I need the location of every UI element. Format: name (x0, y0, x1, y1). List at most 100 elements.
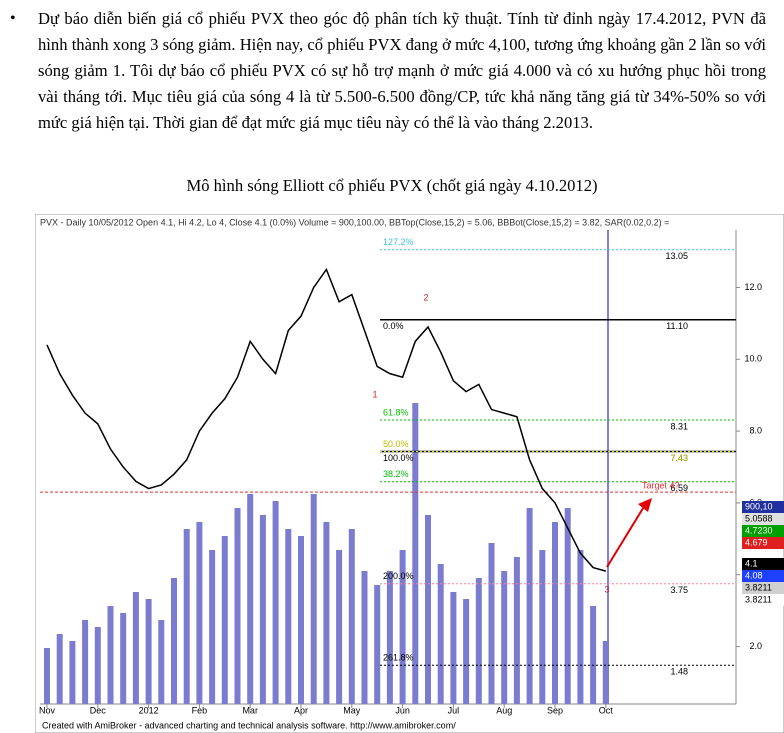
x-tick-label: Mar (242, 705, 258, 715)
fib-ratio: 200.0% (383, 571, 414, 581)
bullet: • (10, 10, 16, 27)
volume-bar (513, 557, 520, 704)
value-box-label: 3.8211 (745, 582, 772, 592)
wave-label: 2 (423, 292, 428, 302)
x-tick-label: May (343, 705, 361, 715)
x-tick-label: Jul (448, 705, 460, 715)
value-box-label: 4.08 (745, 570, 763, 580)
volume-bar (56, 634, 63, 704)
price-line (46, 267, 607, 572)
volume-bar (501, 571, 508, 704)
y-tick-label: 12.0 (744, 282, 762, 292)
arrow (606, 504, 646, 568)
x-tick-label: Sep (547, 705, 563, 715)
fib-value: 13.05 (665, 251, 688, 261)
chart-header: PVX - Daily 10/05/2012 Open 4.1, Hi 4.2,… (40, 217, 669, 227)
y-tick-label: 8.0 (749, 425, 762, 435)
value-box (742, 594, 784, 606)
x-tick-label: Aug (496, 705, 512, 715)
fib-ratio: 127.2% (383, 237, 414, 247)
volume-bar (145, 599, 152, 704)
volume-bar (234, 508, 241, 704)
volume-bar (425, 515, 431, 704)
fib-ratio: 100.0% (383, 453, 414, 463)
volume-bar (259, 515, 266, 704)
volume-bar (602, 641, 609, 704)
target-label: Target 4? (642, 481, 680, 491)
volume-bar (488, 543, 495, 704)
volume-bar (209, 550, 216, 704)
fib-value: 6.59 (670, 483, 688, 493)
volume-bar (196, 522, 203, 704)
y-tick-label: 10.0 (744, 354, 762, 364)
volume-bar (183, 529, 190, 704)
volume-bar (450, 592, 457, 704)
fib-ratio: 38.2% (383, 469, 409, 479)
volume-bar (44, 648, 50, 704)
caption: Mô hình sóng Elliott cổ phiếu PVX (chốt … (186, 176, 598, 195)
value-box-label: 3.8211 (745, 594, 772, 604)
volume-bar (386, 571, 393, 704)
fib-value: 11.10 (666, 321, 688, 331)
volume-bar (132, 592, 139, 704)
x-tick-label: Dec (90, 705, 107, 715)
value-box-label: 4.1 (745, 558, 758, 568)
volume-bar (336, 550, 343, 704)
x-tick-label: Nov (39, 705, 56, 715)
volume-bar (310, 494, 317, 704)
volume-bar (437, 564, 444, 704)
value-box-label: 5.0588 (745, 513, 773, 523)
fib-ratio: 50.0% (383, 439, 409, 449)
volume-bar (577, 550, 584, 704)
volume-bar (323, 522, 330, 704)
arrow-head (638, 498, 652, 512)
volume-bar (361, 571, 368, 704)
x-tick-label: Oct (599, 705, 614, 715)
fib-value: 7.43 (670, 453, 688, 463)
x-tick-label: Jun (395, 705, 410, 715)
fib-ratio: 261.8% (383, 653, 414, 663)
value-box-label: 4.7230 (745, 525, 773, 535)
value-box (742, 570, 784, 582)
volume-bar (247, 494, 254, 704)
fib-value: 7.43 (670, 453, 688, 463)
volume-bar (475, 578, 482, 704)
volume-bar (171, 578, 177, 704)
volume-bar (463, 599, 470, 704)
value-box (742, 558, 784, 570)
fib-ratio: 61.8% (383, 407, 409, 417)
fib-ratio: 0.0% (383, 321, 404, 331)
x-tick-label: Apr (294, 705, 308, 715)
volume-bar (82, 620, 89, 704)
value-box-label: 900,10 (745, 501, 773, 511)
volume-bar (526, 508, 533, 704)
footer: Created with AmiBroker - advanced charti… (42, 720, 456, 730)
volume-bar (298, 536, 304, 704)
value-box-label: 4.679 (745, 537, 768, 547)
x-tick-label: 2012 (139, 705, 159, 715)
value-box (742, 582, 784, 594)
volume-bar (590, 606, 597, 704)
wave-label: 3 (604, 584, 609, 594)
y-tick-label: 2.0 (749, 641, 762, 651)
chart: PVX - Daily 10/05/2012 Open 4.1, Hi 4.2,… (35, 214, 784, 733)
volume-bar (412, 403, 419, 704)
volume-bar (285, 529, 292, 704)
x-tick-label: Feb (192, 705, 208, 715)
volume-bar (348, 529, 355, 704)
value-box (742, 537, 784, 549)
fib-value: 1.48 (670, 667, 688, 677)
volume-bar (399, 550, 406, 704)
volume-bar (272, 501, 279, 704)
fib-value: 8.31 (670, 421, 688, 431)
fib-value: 3.75 (670, 585, 688, 595)
wave-label: 1 (372, 389, 377, 399)
volume-bar (107, 606, 114, 704)
volume-bar (69, 641, 76, 704)
paragraph: Dự báo diễn biến giá cổ phiếu PVX theo g… (38, 9, 766, 132)
volume-bar (552, 522, 558, 704)
volume-bar (374, 585, 381, 704)
value-box (742, 525, 784, 537)
volume-bar (539, 550, 546, 704)
volume-bar (564, 508, 571, 704)
